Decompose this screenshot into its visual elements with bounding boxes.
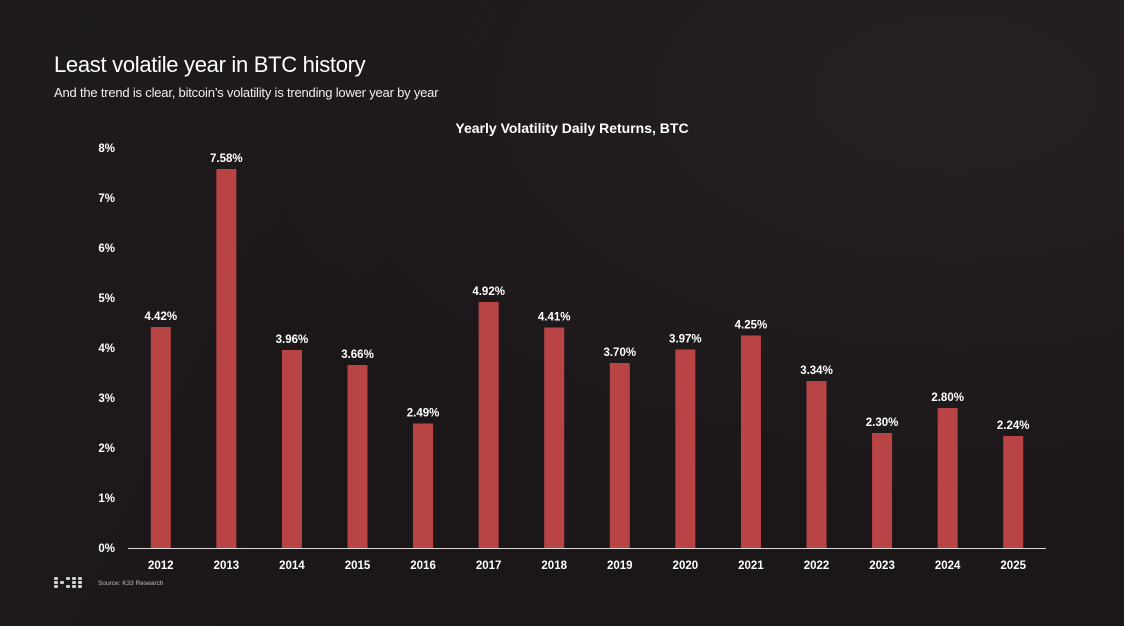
bars-group	[150, 169, 1024, 548]
data-label: 3.97%	[669, 334, 702, 346]
y-tick-label: 1%	[98, 493, 115, 505]
bar	[675, 349, 696, 548]
y-tick-label: 5%	[98, 293, 115, 305]
k33-logo-icon	[54, 577, 84, 589]
data-label: 7.58%	[210, 153, 243, 165]
x-tick-label: 2014	[279, 560, 305, 572]
data-label: 2.80%	[931, 392, 964, 404]
bar	[478, 302, 499, 548]
y-tick-label: 7%	[98, 193, 115, 205]
x-tick-label: 2012	[148, 560, 174, 572]
y-tick-label: 2%	[98, 443, 115, 455]
data-label: 3.34%	[800, 365, 833, 377]
y-axis: 0% 1% 2% 3% 4% 5% 6% 7% 8%	[98, 143, 115, 555]
data-label: 2.24%	[997, 420, 1030, 432]
y-tick-label: 6%	[98, 243, 115, 255]
y-tick-label: 8%	[98, 143, 115, 155]
data-label: 2.30%	[866, 417, 899, 429]
x-tick-label: 2020	[673, 560, 699, 572]
x-tick-label: 2018	[541, 560, 567, 572]
x-tick-label: 2016	[410, 560, 436, 572]
page-title: Least volatile year in BTC history	[54, 52, 366, 77]
x-tick-label: 2019	[607, 560, 633, 572]
x-tick-label: 2024	[935, 560, 961, 572]
bar	[216, 169, 237, 548]
bar	[544, 327, 565, 548]
source-note: Source: K33 Research	[98, 579, 164, 587]
bar	[872, 433, 893, 548]
x-tick-label: 2013	[214, 560, 240, 572]
data-labels-group: 4.42% 7.58% 3.96% 3.66% 2.49% 4.92% 4.41% 3.70%…	[144, 153, 1029, 432]
y-tick-label: 3%	[98, 393, 115, 405]
bar	[281, 350, 302, 548]
data-label: 3.66%	[341, 349, 374, 361]
y-tick-label: 0%	[98, 543, 115, 555]
bar	[150, 327, 171, 548]
data-label: 3.70%	[603, 347, 636, 359]
data-label: 4.42%	[144, 311, 177, 323]
page-subtitle: And the trend is clear, bitcoin’s volati…	[54, 85, 439, 100]
bar	[1003, 436, 1024, 548]
x-tick-label: 2023	[869, 560, 895, 572]
x-axis: 2012 2013 2014 2015 2016 2017 2018 2019 2020 2021…	[148, 560, 1027, 572]
data-label: 4.92%	[472, 286, 505, 298]
data-label: 4.41%	[538, 312, 571, 324]
bar	[609, 363, 630, 548]
data-label: 3.96%	[276, 334, 309, 346]
x-tick-label: 2022	[804, 560, 830, 572]
chart-title: Yearly Volatility Daily Returns, BTC	[455, 120, 688, 136]
x-tick-label: 2017	[476, 560, 502, 572]
x-tick-label: 2021	[738, 560, 764, 572]
bar	[413, 423, 434, 548]
data-label: 4.25%	[735, 320, 768, 332]
bar	[347, 365, 368, 548]
x-tick-label: 2025	[1000, 560, 1026, 572]
footer: Source: K33 Research	[54, 577, 163, 589]
data-label: 2.49%	[407, 408, 440, 420]
bar	[740, 335, 761, 548]
bar	[937, 408, 958, 548]
x-tick-label: 2015	[345, 560, 371, 572]
y-tick-label: 4%	[98, 343, 115, 355]
bar	[806, 381, 827, 548]
